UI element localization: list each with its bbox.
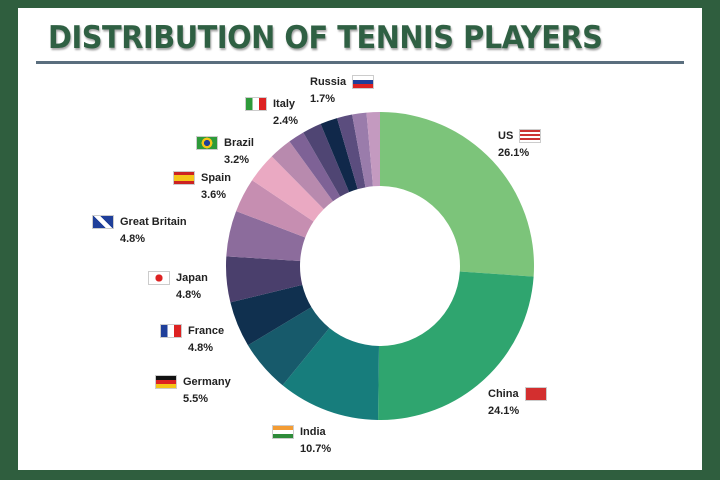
category-label: Germany: [183, 376, 231, 388]
flag-icon: [173, 171, 195, 186]
label-china: China 24.1%: [488, 386, 547, 420]
value-label: 3.6%: [201, 189, 227, 201]
flag-icon: [92, 215, 114, 230]
label-russia: Russia 1.7%: [310, 74, 375, 108]
label-brazil: Brazil 3.2%: [196, 135, 254, 169]
label-us: US 26.1%: [498, 128, 542, 162]
category-label: Japan: [176, 272, 208, 284]
slice-other-14: [352, 112, 373, 188]
title-divider: [36, 61, 684, 64]
slice-china: [378, 271, 534, 420]
value-label: 4.8%: [120, 233, 146, 245]
slice-brazil: [252, 156, 324, 222]
value-label: 4.8%: [188, 342, 214, 354]
value-label: 5.5%: [183, 393, 209, 405]
label-spain: Spain 3.6%: [173, 170, 231, 204]
flag-icon: [245, 97, 267, 112]
flag-icon: [155, 375, 177, 390]
value-label: 2.4%: [273, 115, 299, 127]
category-label: France: [188, 325, 225, 337]
label-france: France 4.8%: [160, 323, 224, 357]
flag-icon: [352, 75, 375, 90]
category-label: US: [498, 130, 514, 142]
slice-france: [230, 284, 312, 346]
category-label: Italy: [273, 98, 296, 110]
label-japan: Japan 4.8%: [148, 270, 208, 304]
slice-italy: [271, 141, 333, 210]
chart-title: DISTRIBUTION OF TENNIS PLAYERS: [48, 20, 603, 56]
category-label: India: [300, 426, 326, 438]
flag-icon: [148, 271, 170, 286]
value-label: 24.1%: [488, 405, 520, 417]
category-label: Spain: [201, 172, 231, 184]
value-label: 10.7%: [300, 443, 332, 455]
label-india: India 10.7%: [272, 424, 331, 458]
flag-icon: [196, 136, 218, 151]
slice-other-12: [320, 118, 358, 193]
slice-russia: [289, 132, 341, 202]
slice-us: [380, 112, 534, 277]
category-label: Brazil: [224, 137, 254, 149]
value-label: 3.2%: [224, 154, 250, 166]
slice-japan: [225, 256, 303, 303]
category-label: Russia: [310, 76, 347, 88]
value-label: 1.7%: [310, 93, 336, 105]
slice-other-13: [337, 114, 366, 190]
value-label: 26.1%: [498, 147, 530, 159]
slice-germany: [247, 307, 330, 386]
slice-other-15: [366, 112, 380, 187]
slice-great-britain: [226, 211, 306, 261]
flag-icon: [524, 387, 547, 402]
label-italy: Italy 2.4%: [245, 96, 298, 130]
value-label: 4.8%: [176, 289, 202, 301]
label-great-britain: Great Britain 4.8%: [92, 214, 187, 248]
flag-icon: [160, 324, 182, 339]
slice-india: [282, 327, 379, 420]
category-label: China: [488, 388, 519, 400]
slice-other-11: [303, 123, 350, 197]
label-germany: Germany 5.5%: [155, 374, 231, 408]
slice-spain: [236, 180, 314, 238]
category-label: Great Britain: [120, 216, 187, 228]
flag-icon: [272, 425, 294, 440]
flag-icon: [519, 129, 542, 144]
